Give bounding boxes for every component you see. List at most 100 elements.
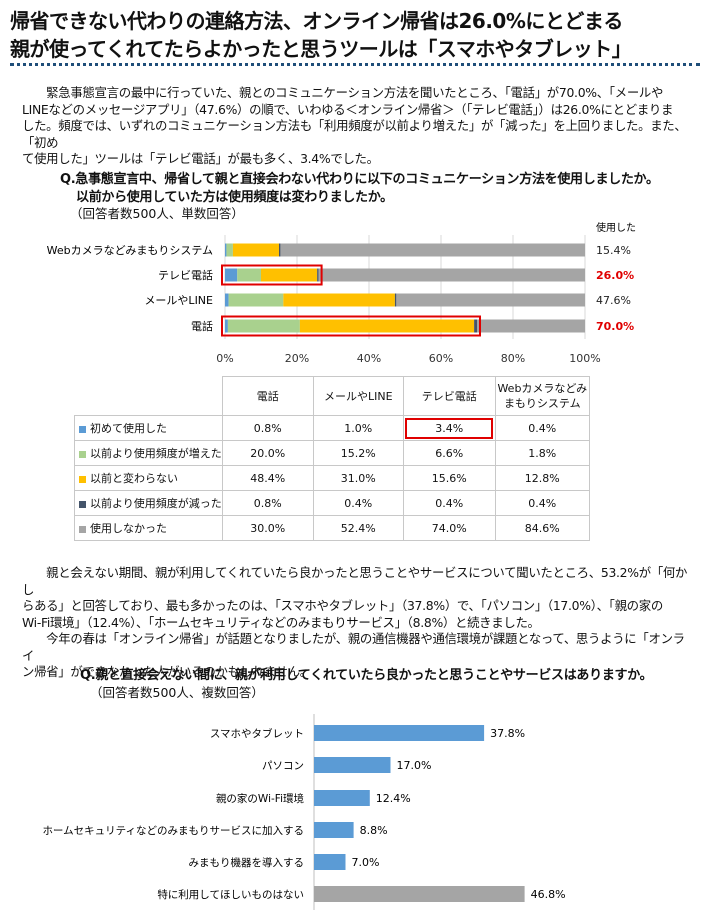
table-row: 以前より使用頻度が増えた 20.0% 15.2% 6.6% 1.8% (74, 440, 590, 466)
table-row-label: 以前より使用頻度が増えた (74, 440, 223, 466)
legend-label: 以前より使用頻度が減った (90, 497, 222, 510)
table-cell: 48.4% (221, 465, 314, 491)
used-total-label: 70.0% (596, 320, 634, 333)
bar-segment (226, 243, 233, 257)
bar-segment (261, 268, 318, 282)
legend-swatch (79, 425, 86, 433)
category-label: メールやLINE (144, 294, 213, 307)
bar (314, 822, 354, 838)
question1-note: （回答者数500人、単数回答） (70, 206, 244, 221)
table-cell: 52.4% (312, 515, 404, 541)
x-tick-label: 20% (285, 352, 309, 365)
table-row-label: 以前と変わらない (74, 465, 223, 491)
stacked-bar-chart: 使用した 0% 20% 40% 60% 80% 100% Webカメラなどみまもりシステム 15… (47, 221, 636, 365)
dotted-divider (10, 63, 700, 66)
legend-swatch (79, 525, 86, 533)
used-total-label: 15.4% (596, 244, 631, 257)
headline-1: 帰省できない代わりの連絡方法、オンライン帰省は26.0%にとどまる (10, 9, 623, 33)
legend-label: 初めて使用した (90, 422, 167, 435)
table-cell: 0.4% (494, 490, 590, 516)
bar (314, 854, 346, 870)
x-tick-label: 0% (216, 352, 233, 365)
data-label: 12.4% (376, 792, 411, 805)
question1-line1: Q.急事態宣言中、帰省して親と直接会わない代わりに以下のコミュニケーション方法を… (60, 172, 659, 187)
question2-note: （回答者数500人、複数回答） (90, 685, 264, 700)
table-cell: 3.4% (402, 415, 496, 441)
bar-segment (225, 319, 228, 333)
bar-segment (394, 293, 397, 307)
table-row-label: 使用しなかった (74, 515, 223, 541)
category-label: スマホやタブレット (210, 727, 304, 740)
data-label: 17.0% (397, 759, 432, 772)
highlight-box (221, 315, 481, 337)
table-cell: 74.0% (402, 515, 496, 541)
legend-swatch (79, 450, 86, 458)
data-label: 37.8% (490, 727, 525, 740)
bar-segment (227, 319, 300, 333)
data-label: 8.8% (360, 824, 388, 837)
data-label: 46.8% (531, 888, 566, 901)
legend-label: 使用しなかった (90, 522, 167, 535)
table-col-header: テレビ電話 (402, 376, 496, 416)
table-cell: 15.6% (402, 465, 496, 491)
table-col-header: メールやLINE (312, 376, 404, 416)
table-cell: 31.0% (312, 465, 404, 491)
question2-line1: Q.親と直接会えない間に、親が利用してくれていたら良かったと思うことやサービスは… (80, 668, 653, 683)
table-cell: 0.4% (312, 490, 404, 516)
legend-swatch (79, 475, 86, 483)
bar-segment (237, 268, 261, 282)
used-column-header: 使用した (596, 221, 636, 234)
table-cell: 1.8% (494, 440, 590, 466)
question1-line2: 以前から使用していた方は使用頻度は変わりましたか。 (76, 190, 393, 205)
x-tick-label: 40% (357, 352, 381, 365)
bar-segment (318, 268, 585, 282)
bar-segment (225, 243, 227, 257)
bar-segment (317, 268, 319, 282)
headline-2: 親が使ってくれてたらよかったと思うツールは「スマホやタブレット」 (10, 37, 632, 61)
highlight-box (221, 264, 323, 286)
horizontal-bar-chart: スマホやタブレット 37.8% パソコン 17.0% 親の家のWi-Fi環境 12.4% ホ… (42, 714, 566, 910)
bar-segment (228, 293, 284, 307)
bar (314, 790, 370, 806)
table-row: 以前より使用頻度が減った 0.8% 0.4% 0.4% 0.4% (74, 490, 590, 516)
table-cell: 0.4% (402, 490, 496, 516)
category-label: 親の家のWi-Fi環境 (216, 792, 304, 805)
table-cell: 0.4% (494, 415, 590, 441)
category-label: ホームセキュリティなどのみまもりサービスに加入する (42, 825, 304, 837)
table-row: 初めて使用した 0.8% 1.0% 3.4% 0.4% (74, 415, 590, 441)
data-table: 電話 メールやLINE テレビ電話 Webカメラなどみまもりシステム 初めて使用… (74, 376, 590, 541)
x-tick-label: 60% (429, 352, 453, 365)
category-label: 特に利用してほしいものはない (157, 889, 304, 901)
table-cell: 15.2% (312, 440, 404, 466)
category-label: 電話 (191, 319, 213, 333)
x-tick-label: 100% (569, 352, 600, 365)
bar-segment (474, 319, 477, 333)
second-paragraph: 親と会えない期間、親が利用してくれていたら良かったと思うことやサービスについて聞… (22, 565, 688, 679)
table-cell: 30.0% (221, 515, 314, 541)
table-row-label: 初めて使用した (74, 415, 223, 441)
category-label: パソコン (262, 760, 304, 772)
bar-segment (225, 268, 238, 282)
bar-segment (396, 293, 585, 307)
bar-segment (477, 319, 585, 333)
table-corner (74, 376, 223, 416)
bar-segment (225, 293, 229, 307)
bar-segment (280, 243, 585, 257)
bar-segment (279, 243, 281, 257)
used-total-label: 47.6% (596, 294, 631, 307)
data-label: 7.0% (352, 856, 380, 869)
table-row: 使用しなかった 30.0% 52.4% 74.0% 84.6% (74, 515, 590, 541)
table-cell: 1.0% (312, 415, 404, 441)
legend-label: 以前より使用頻度が増えた (90, 447, 222, 460)
table-cell: 0.8% (221, 490, 314, 516)
table-row: 以前と変わらない 48.4% 31.0% 15.6% 12.8% (74, 465, 590, 491)
bar-segment (232, 243, 279, 257)
used-total-label: 26.0% (596, 269, 634, 282)
table-col-header: 電話 (221, 376, 314, 416)
table-cell: 20.0% (221, 440, 314, 466)
category-label: みまもり機器を導入する (189, 856, 305, 869)
intro-paragraph: 緊急事態宣言の最中に行っていた、親とのコミュニケーション方法を聞いたところ、「電… (22, 85, 687, 166)
x-tick-label: 80% (501, 352, 525, 365)
table-header-row: 電話 メールやLINE テレビ電話 Webカメラなどみまもりシステム (74, 376, 590, 416)
bar (314, 886, 525, 902)
